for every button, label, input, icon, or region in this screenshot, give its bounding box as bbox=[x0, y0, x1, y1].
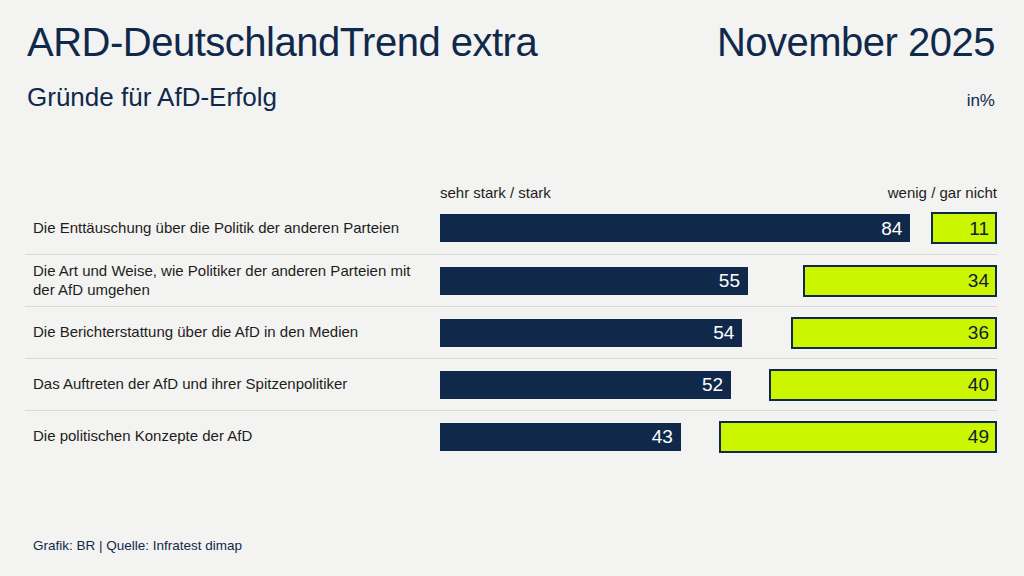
bar-weak: 34 bbox=[803, 265, 997, 297]
bar-weak: 11 bbox=[931, 212, 997, 244]
bar-strong-value: 84 bbox=[881, 219, 902, 238]
deutschlandtrend-graphic: ARD-DeutschlandTrend extra November 2025… bbox=[0, 0, 1024, 576]
row-label: Die politischen Konzepte der AfD bbox=[25, 427, 440, 446]
bar-strong-value: 54 bbox=[713, 323, 734, 342]
chart-row: Die politischen Konzepte der AfD 43 49 bbox=[25, 410, 997, 462]
bar-chart-rows: Die Enttäuschung über die Politik der an… bbox=[25, 202, 997, 462]
bar-strong: 55 bbox=[440, 267, 748, 295]
source-credit: Grafik: BR | Quelle: Infratest dimap bbox=[33, 538, 242, 553]
row-label: Die Berichterstattung über die AfD in de… bbox=[25, 323, 440, 342]
bar-weak-value: 34 bbox=[968, 271, 989, 290]
chart-row: Das Auftreten der AfD und ihrer Spitzenp… bbox=[25, 358, 997, 410]
bar-weak-value: 40 bbox=[968, 375, 989, 394]
header: ARD-DeutschlandTrend extra November 2025 bbox=[27, 18, 995, 66]
row-label: Die Art und Weise, wie Politiker der and… bbox=[25, 262, 440, 300]
row-bars: 54 36 bbox=[440, 317, 997, 349]
row-label: Das Auftreten der AfD und ihrer Spitzenp… bbox=[25, 375, 440, 394]
chart-row: Die Art und Weise, wie Politiker der and… bbox=[25, 254, 997, 306]
bar-weak-value: 11 bbox=[969, 219, 989, 238]
legend-strong-label: sehr stark / stark bbox=[440, 184, 551, 201]
legend-weak-label: wenig / gar nicht bbox=[888, 184, 997, 201]
bar-weak-value: 36 bbox=[968, 323, 989, 342]
bar-strong-value: 43 bbox=[652, 427, 673, 446]
bar-weak-value: 49 bbox=[968, 427, 989, 446]
bar-weak: 40 bbox=[769, 369, 997, 401]
chart-row: Die Berichterstattung über die AfD in de… bbox=[25, 306, 997, 358]
row-bars: 84 11 bbox=[440, 212, 997, 244]
row-label: Die Enttäuschung über die Politik der an… bbox=[25, 219, 440, 238]
chart-subtitle: Gründe für AfD-Erfolg bbox=[27, 82, 277, 113]
row-bars: 52 40 bbox=[440, 369, 997, 401]
bar-strong-value: 52 bbox=[702, 375, 723, 394]
row-bars: 43 49 bbox=[440, 421, 997, 453]
bar-strong: 43 bbox=[440, 423, 681, 451]
bar-strong-value: 55 bbox=[719, 271, 740, 290]
series-legend: sehr stark / stark wenig / gar nicht bbox=[25, 184, 997, 201]
unit-label: in% bbox=[967, 91, 995, 111]
subheader: Gründe für AfD-Erfolg in% bbox=[27, 82, 995, 113]
bar-weak: 36 bbox=[791, 317, 997, 349]
page-title: ARD-DeutschlandTrend extra bbox=[27, 18, 537, 66]
bar-strong: 54 bbox=[440, 319, 742, 347]
chart-row: Die Enttäuschung über die Politik der an… bbox=[25, 202, 997, 254]
bar-strong: 52 bbox=[440, 371, 731, 399]
period-label: November 2025 bbox=[717, 18, 995, 66]
row-bars: 55 34 bbox=[440, 265, 997, 297]
bar-strong: 84 bbox=[440, 214, 910, 242]
bar-weak: 49 bbox=[719, 421, 997, 453]
